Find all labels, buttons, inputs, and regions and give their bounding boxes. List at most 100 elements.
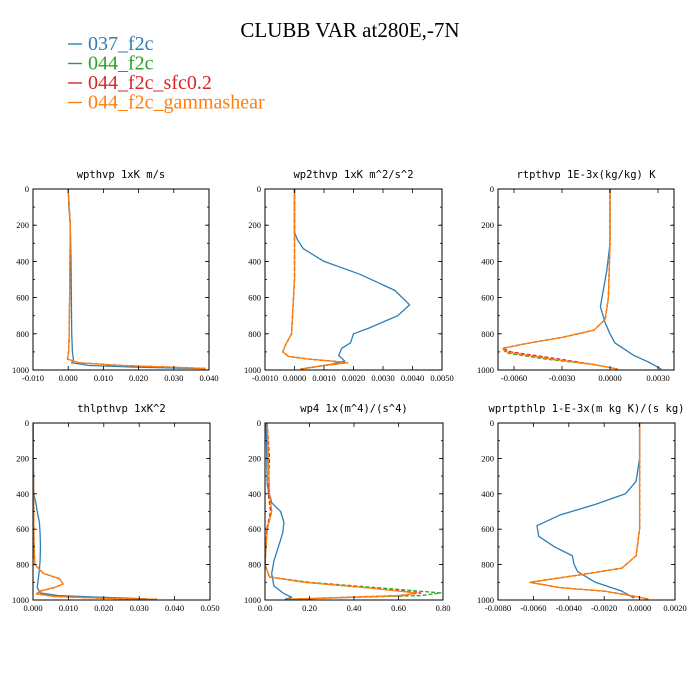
legend-entry: 037_f2c bbox=[68, 33, 154, 55]
x-tick-label: 0.0030 bbox=[371, 373, 394, 383]
y-tick-label: 1000 bbox=[477, 365, 494, 375]
y-tick-label: 1000 bbox=[12, 595, 29, 605]
series-line bbox=[599, 189, 662, 370]
series-line bbox=[502, 189, 619, 370]
panel-title: wprtpthlp 1-E-3x(m kg K)/(s kg) bbox=[489, 403, 685, 415]
y-tick-label: 600 bbox=[248, 293, 261, 303]
x-tick-label: 0.0050 bbox=[430, 373, 453, 383]
x-tick-label: -0.0040 bbox=[556, 603, 582, 613]
series-group bbox=[265, 423, 442, 600]
plot-frame bbox=[264, 188, 443, 371]
y-tick-label: 0 bbox=[490, 418, 494, 428]
series-line bbox=[502, 189, 619, 370]
y-tick-label: 200 bbox=[248, 220, 261, 230]
chart-panel: wp2thvp 1xK m^2/s^2 0 200 400 600 800 1000-0.0… bbox=[244, 169, 454, 383]
series-line bbox=[33, 423, 157, 600]
figure-title: CLUBB VAR at280E,-7N bbox=[240, 18, 459, 42]
legend-label: 037_f2c bbox=[88, 33, 154, 55]
x-tick-label: 0.040 bbox=[199, 373, 218, 383]
x-tick-label: -0.0060 bbox=[501, 373, 527, 383]
x-tick-label: 0.020 bbox=[94, 603, 113, 613]
y-tick-label: 0 bbox=[490, 184, 494, 194]
series-line bbox=[265, 423, 422, 600]
y-tick-label: 400 bbox=[248, 256, 261, 266]
x-tick-label: -0.0030 bbox=[549, 373, 575, 383]
y-tick-label: 200 bbox=[16, 453, 29, 463]
x-tick-label: 0.00 bbox=[258, 603, 273, 613]
x-tick-label: -0.0080 bbox=[485, 603, 511, 613]
y-tick-label: 800 bbox=[16, 329, 29, 339]
x-tick-label: 0.60 bbox=[391, 603, 406, 613]
x-tick-label: 0.0020 bbox=[663, 603, 686, 613]
series-line bbox=[536, 423, 641, 599]
series-line bbox=[529, 423, 649, 600]
legend-entry: 044_f2c_sfc0.2 bbox=[68, 72, 212, 94]
series-line bbox=[282, 189, 349, 370]
series-line bbox=[502, 189, 619, 370]
plot-frame bbox=[32, 422, 211, 601]
x-tick-label: 0.010 bbox=[59, 603, 78, 613]
x-tick-label: 0.0020 bbox=[342, 373, 365, 383]
legend-entry: 044_f2c_gammashear bbox=[68, 92, 265, 114]
y-tick-label: 400 bbox=[16, 489, 29, 499]
x-tick-label: 0.050 bbox=[200, 603, 219, 613]
series-line bbox=[66, 189, 206, 370]
y-tick-label: 800 bbox=[481, 329, 494, 339]
y-tick-label: 600 bbox=[481, 293, 494, 303]
x-tick-label: 0.000 bbox=[23, 603, 42, 613]
series-line bbox=[282, 189, 349, 370]
x-tick-label: 0.0000 bbox=[628, 603, 651, 613]
y-tick-label: 800 bbox=[248, 560, 261, 570]
panel-title: thlpthvp 1xK^2 bbox=[77, 403, 166, 415]
legend-label: 044_f2c_gammashear bbox=[88, 92, 265, 114]
y-tick-label: 400 bbox=[481, 256, 494, 266]
x-tick-label: 0.010 bbox=[94, 373, 113, 383]
panel-title: wp2thvp 1xK m^2/s^2 bbox=[293, 169, 413, 181]
legend: 037_f2c044_f2c044_f2c_sfc0.2044_f2c_gamm… bbox=[68, 33, 265, 114]
x-tick-label: 0.40 bbox=[347, 603, 362, 613]
legend-entry: 044_f2c bbox=[68, 53, 154, 75]
x-tick-label: 0.030 bbox=[130, 603, 149, 613]
x-tick-label: 0.000 bbox=[59, 373, 78, 383]
series-line bbox=[33, 423, 157, 600]
panel-title: rtpthvp 1E-3x(kg/kg) K bbox=[516, 169, 656, 181]
y-tick-label: 0 bbox=[257, 184, 261, 194]
y-tick-label: 600 bbox=[16, 524, 29, 534]
y-tick-label: 200 bbox=[481, 453, 494, 463]
series-group bbox=[502, 189, 662, 370]
series-line bbox=[66, 189, 206, 370]
x-tick-label: 0.20 bbox=[302, 603, 317, 613]
panel-title: wpthvp 1xK m/s bbox=[77, 169, 166, 181]
y-tick-label: 200 bbox=[248, 453, 261, 463]
x-tick-label: 0.80 bbox=[436, 603, 451, 613]
series-line bbox=[66, 189, 206, 370]
series-group bbox=[529, 423, 649, 600]
plot-frame bbox=[264, 422, 444, 601]
x-tick-label: -0.0010 bbox=[252, 373, 278, 383]
series-line bbox=[265, 423, 293, 600]
series-line bbox=[265, 423, 442, 600]
y-tick-label: 1000 bbox=[477, 595, 494, 605]
x-tick-label: -0.010 bbox=[22, 373, 44, 383]
y-tick-label: 1000 bbox=[244, 365, 261, 375]
y-tick-label: 600 bbox=[16, 293, 29, 303]
y-tick-label: 800 bbox=[16, 560, 29, 570]
x-tick-label: 0.0000 bbox=[598, 373, 621, 383]
x-tick-label: 0.040 bbox=[165, 603, 184, 613]
x-tick-label: 0.030 bbox=[164, 373, 183, 383]
x-tick-label: 0.0000 bbox=[283, 373, 306, 383]
y-tick-label: 400 bbox=[248, 489, 261, 499]
y-tick-label: 1000 bbox=[12, 365, 29, 375]
series-line bbox=[529, 423, 649, 600]
plot-frame bbox=[32, 188, 210, 371]
legend-label: 044_f2c bbox=[88, 53, 154, 75]
legend-label: 044_f2c_sfc0.2 bbox=[88, 72, 212, 94]
series-line bbox=[293, 189, 411, 370]
y-tick-label: 400 bbox=[481, 489, 494, 499]
plot-frame bbox=[497, 188, 675, 371]
chart-panel: rtpthvp 1E-3x(kg/kg) K02004006008001000-… bbox=[477, 169, 675, 383]
